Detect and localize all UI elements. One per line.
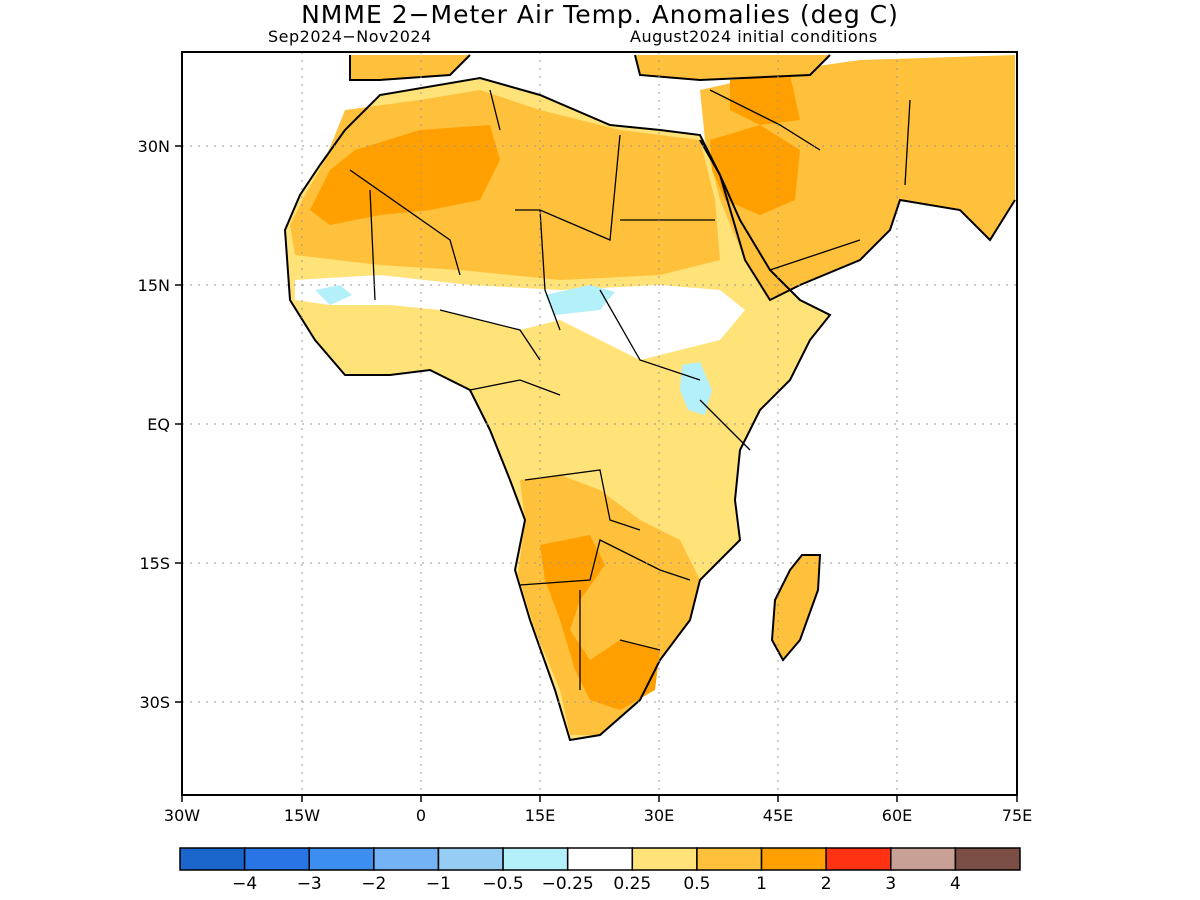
- colorbar-swatch: [825, 847, 892, 871]
- lon-label: 15W: [284, 806, 320, 825]
- lon-label: 0: [416, 806, 426, 825]
- sahara-core: [310, 125, 500, 225]
- colorbar-label: −0.25: [542, 874, 594, 894]
- iraq-core: [730, 75, 800, 125]
- forecast-period: Sep2024−Nov2024: [268, 27, 432, 46]
- colorbar-label: 3: [885, 874, 896, 894]
- colorbar-swatch: [243, 847, 310, 871]
- africa-coastline: [283, 76, 832, 742]
- lon-label: 15E: [525, 806, 555, 825]
- colorbar-swatch: [696, 847, 763, 871]
- anomaly-shading: [285, 55, 1015, 740]
- colorbar-label: −4: [232, 874, 257, 894]
- lon-label: 60E: [882, 806, 912, 825]
- colorbar-swatch: [631, 847, 698, 871]
- lon-label: 75E: [1002, 806, 1032, 825]
- colorbar-label: −3: [297, 874, 322, 894]
- colorbar-label: 4: [950, 874, 961, 894]
- colorbar-swatch: [760, 847, 827, 871]
- colorbar-label: −1: [426, 874, 451, 894]
- colorbar-swatch: [890, 847, 957, 871]
- mediterranean-north-coast: [349, 54, 471, 81]
- lon-axis: [181, 795, 1018, 802]
- colorbar-label: 0.5: [683, 874, 710, 894]
- sahel-neutral: [295, 275, 745, 360]
- lat-labels: 30N 15N EQ 15S 30S: [138, 137, 170, 712]
- lon-label: 30W: [164, 806, 200, 825]
- coastlines: [283, 54, 1016, 742]
- lat-label: 30N: [138, 137, 170, 156]
- map-title: NMME 2−Meter Air Temp. Anomalies (deg C): [301, 0, 899, 29]
- colorbar-swatch: [373, 847, 440, 871]
- map-layer: [181, 51, 1018, 796]
- lat-label: 15S: [139, 554, 170, 573]
- colorbar-label: −0.5: [482, 874, 523, 894]
- east-africa-cool: [680, 362, 712, 415]
- arabia-coastline: [699, 139, 1016, 302]
- country-borders: [349, 89, 911, 690]
- colorbar-swatch: [954, 847, 1021, 871]
- colorbar-label: −2: [361, 874, 386, 894]
- colorbar-label: 2: [821, 874, 832, 894]
- southern-africa-core: [540, 535, 660, 710]
- lon-label: 30E: [644, 806, 674, 825]
- europe-east-fill: [635, 55, 830, 80]
- initial-conditions: August2024 initial conditions: [630, 27, 878, 46]
- lat-axis: [175, 145, 182, 703]
- arabia-core: [710, 125, 800, 215]
- lat-label: 30S: [139, 693, 170, 712]
- eastern-europe-coast: [634, 54, 831, 82]
- sahel-cool-central: [545, 285, 615, 315]
- gridlines: [182, 52, 1017, 795]
- colorbar-label: 1: [756, 874, 767, 894]
- europe-fill: [350, 55, 470, 80]
- colorbar-label: 0.25: [613, 874, 651, 894]
- lon-labels: 30W 15W 0 15E 30E 45E 60E 75E: [164, 806, 1032, 825]
- lon-label: 45E: [763, 806, 793, 825]
- colorbar-swatch: [179, 847, 246, 871]
- colorbar-swatch: [502, 847, 569, 871]
- colorbar-swatch: [437, 847, 504, 871]
- lat-label: EQ: [147, 415, 170, 434]
- sahel-cool-west: [315, 285, 352, 305]
- colorbar-swatch: [308, 847, 375, 871]
- lat-label: 15N: [138, 276, 170, 295]
- colorbar: −4 −3 −2 −1 −0.5 −0.25 0.25 0.5 1 2 3 4: [179, 847, 1021, 894]
- madagascar-coastline: [770, 554, 822, 662]
- madagascar-fill: [772, 555, 820, 660]
- colorbar-swatch: [566, 847, 634, 871]
